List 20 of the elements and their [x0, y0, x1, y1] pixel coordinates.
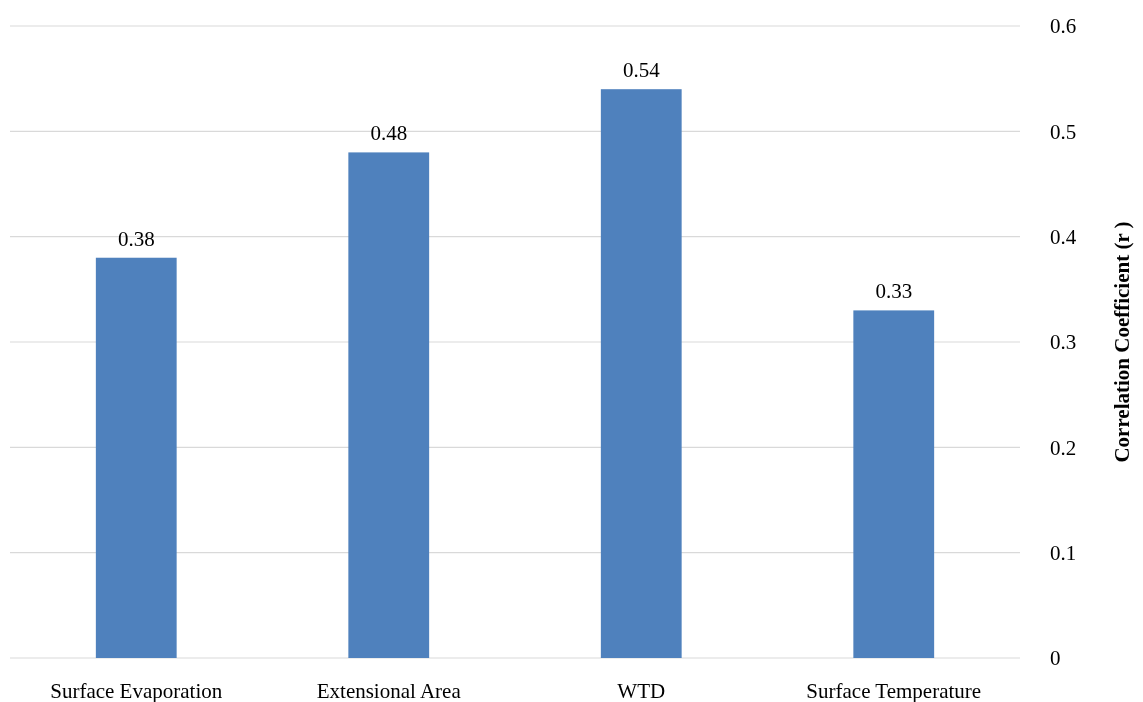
y-tick-label: 0 [1050, 646, 1061, 671]
y-tick-label: 0.4 [1050, 225, 1077, 250]
x-tick-label: Surface Temperature [806, 679, 982, 702]
data-label: 0.54 [622, 58, 661, 83]
bar [95, 257, 177, 658]
y-axis-title: Correlation Coefficient (r ) [1110, 221, 1134, 463]
data-label: 0.33 [875, 279, 913, 304]
y-tick-label: 0.6 [1050, 14, 1077, 39]
y-tick-label: 0.5 [1050, 119, 1077, 144]
x-tick-label: WTD [617, 679, 666, 702]
x-tick-label: Surface Evaporation [50, 679, 223, 702]
data-label: 0.38 [117, 226, 155, 251]
x-tick-label: Extensional Area [316, 679, 462, 702]
y-tick-label: 0.3 [1050, 330, 1077, 355]
bar [348, 152, 430, 658]
y-tick-label: 0.1 [1050, 541, 1077, 566]
y-tick-label: 0.2 [1050, 435, 1077, 460]
bar [853, 310, 935, 658]
bar [600, 89, 682, 658]
data-label: 0.48 [370, 121, 408, 146]
